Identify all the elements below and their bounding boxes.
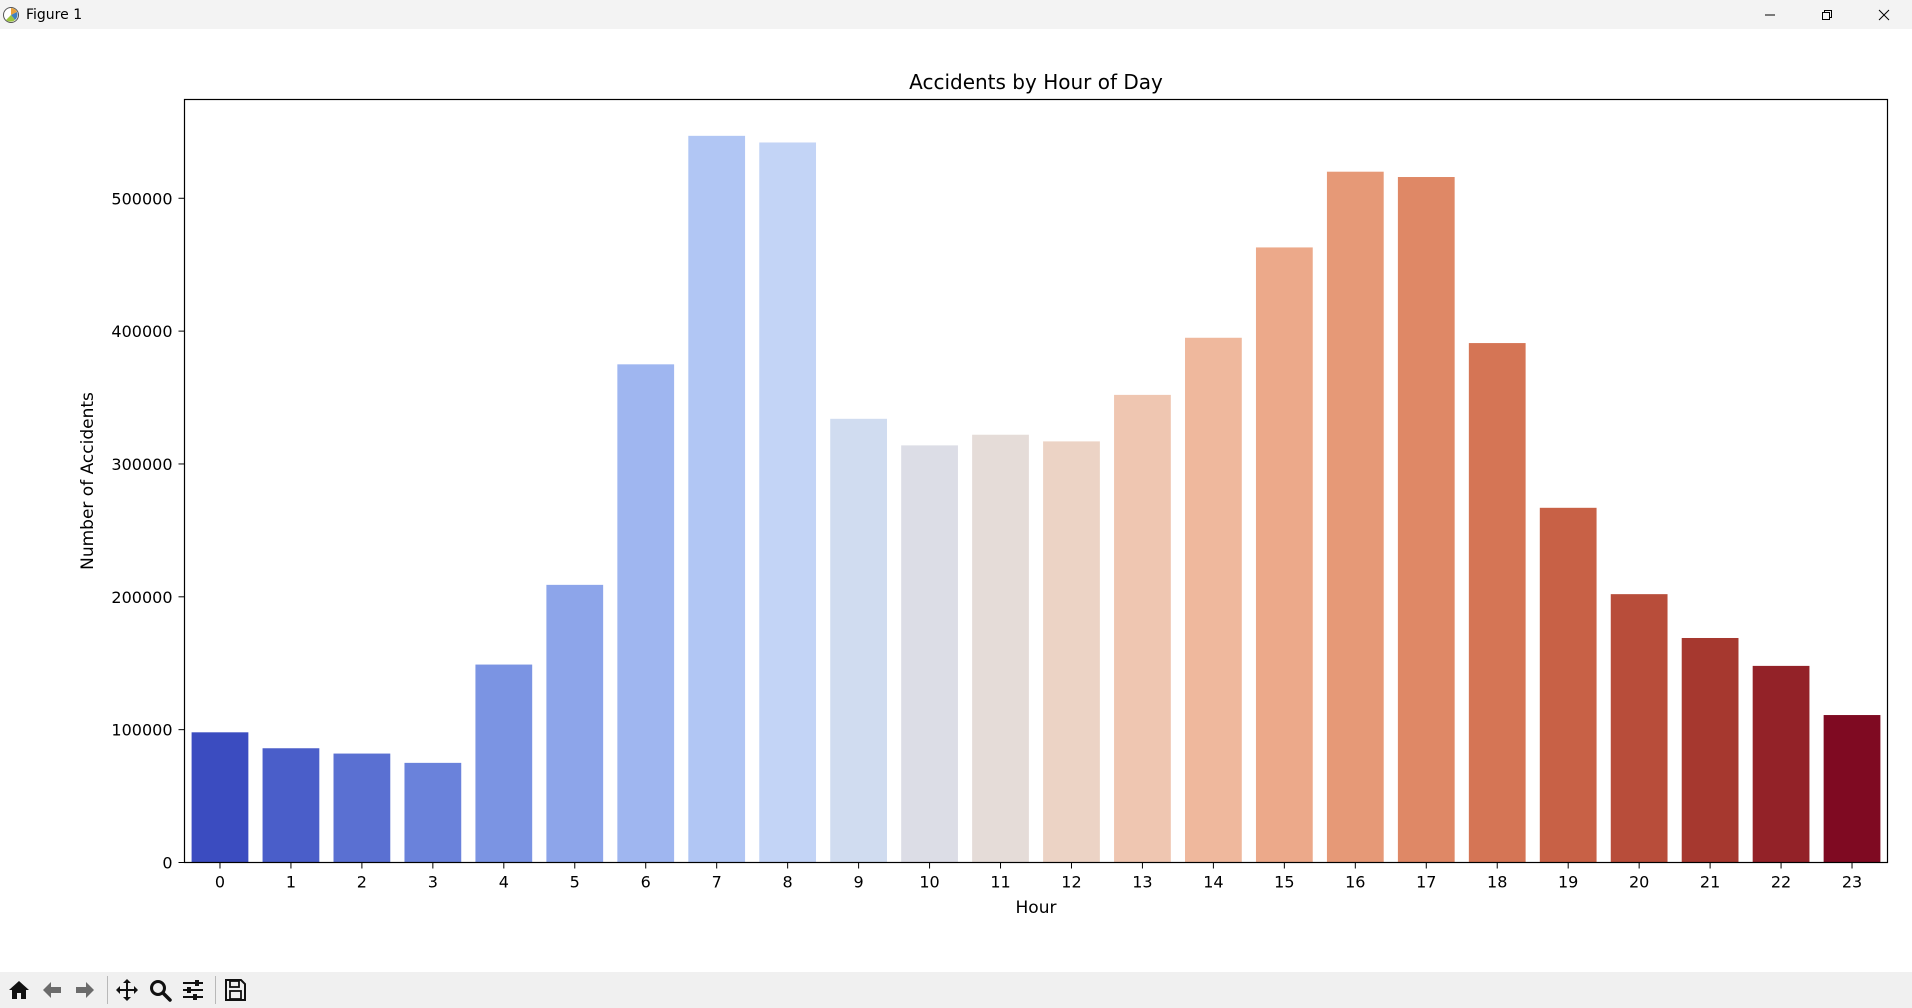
y-tick-label: 100000 <box>111 721 172 740</box>
x-tick-label: 0 <box>215 873 225 892</box>
bar-hour-0 <box>191 732 249 863</box>
bar-hour-16 <box>1326 171 1384 863</box>
x-tick-label: 9 <box>854 873 864 892</box>
bar-hour-19 <box>1539 507 1597 863</box>
x-tick-label: 20 <box>1629 873 1649 892</box>
toolbar-separator <box>107 976 108 1004</box>
window-title: Figure 1 <box>26 6 83 23</box>
back-icon <box>43 982 61 998</box>
x-tick-label: 15 <box>1274 873 1294 892</box>
bar-hour-10 <box>901 445 958 863</box>
x-tick-label: 8 <box>783 873 793 892</box>
x-tick-label: 6 <box>641 873 651 892</box>
pan-icon <box>116 979 138 1001</box>
plot-frame <box>183 98 1889 864</box>
back-button[interactable] <box>37 975 67 1005</box>
x-tick-label: 16 <box>1345 873 1365 892</box>
bar-hour-22 <box>1752 665 1810 863</box>
bar-hour-7 <box>688 135 746 863</box>
save-button[interactable] <box>220 975 250 1005</box>
close-button[interactable] <box>1855 0 1912 29</box>
forward-button[interactable] <box>70 975 100 1005</box>
bar-hour-9 <box>830 418 887 863</box>
figure-canvas[interactable]: Accidents by Hour of Day 0 100000 200000 30… <box>0 29 1912 972</box>
x-tick-label: 7 <box>712 873 722 892</box>
bar-hour-5 <box>546 584 604 863</box>
x-tick-label: 1 <box>286 873 296 892</box>
bar-hour-1 <box>262 748 320 863</box>
configure-subplots-button[interactable] <box>178 975 208 1005</box>
bar-hour-21 <box>1681 637 1739 863</box>
save-icon <box>225 979 246 1001</box>
x-tick-label: 12 <box>1061 873 1081 892</box>
pan-button[interactable] <box>112 975 142 1005</box>
y-tick-label: 200000 <box>111 588 172 607</box>
y-tick-label: 500000 <box>111 189 172 208</box>
x-tick-label: 22 <box>1771 873 1791 892</box>
chart-title: Accidents by Hour of Day <box>909 70 1163 94</box>
bar-hour-15 <box>1255 247 1313 863</box>
y-tick-label: 400000 <box>111 322 172 341</box>
restore-button[interactable] <box>1798 0 1855 29</box>
home-icon <box>9 981 29 999</box>
bar-hour-12 <box>1043 441 1100 863</box>
navigation-toolbar <box>0 972 1912 1008</box>
x-tick-label: 17 <box>1416 873 1436 892</box>
close-icon <box>1878 9 1889 20</box>
bar-hour-6 <box>617 364 675 863</box>
y-axis-label: Number of Accidents <box>78 392 98 570</box>
configure-subplots-icon <box>183 980 203 1000</box>
bar-hour-2 <box>333 753 391 863</box>
x-tick-label: 18 <box>1487 873 1507 892</box>
x-axis: 0 1 2 3 4 5 6 7 8 9 10 11 12 13 14 15 16 17 18 19 20 21 22 23 <box>215 862 1862 892</box>
window-controls <box>1741 0 1912 29</box>
bar-hour-18 <box>1468 343 1526 863</box>
bar-hour-11 <box>972 434 1029 863</box>
bar-chart: Accidents by Hour of Day 010000020000030… <box>78 70 1889 918</box>
bar-hour-13 <box>1114 394 1171 863</box>
x-tick-label: 11 <box>990 873 1010 892</box>
bar-hour-8 <box>759 142 817 863</box>
x-tick-label: 3 <box>428 873 438 892</box>
title-bar: Figure 1 <box>0 0 1912 29</box>
x-tick-label: 10 <box>919 873 939 892</box>
home-button[interactable] <box>4 975 34 1005</box>
bar-hour-20 <box>1610 594 1668 863</box>
y-axis: 0 100000 200000 300000 400000 500000 <box>111 189 185 873</box>
forward-icon <box>76 982 94 998</box>
x-tick-label: 5 <box>570 873 580 892</box>
bar-hour-14 <box>1185 337 1242 863</box>
x-tick-label: 4 <box>499 873 509 892</box>
x-axis-label: Hour <box>1016 898 1057 918</box>
x-tick-label: 19 <box>1558 873 1578 892</box>
zoom-icon <box>150 980 172 1002</box>
x-tick-label: 2 <box>357 873 367 892</box>
bar-hour-4 <box>475 664 533 863</box>
minimize-button[interactable] <box>1741 0 1798 29</box>
restore-icon <box>1821 9 1832 20</box>
x-tick-label: 23 <box>1842 873 1862 892</box>
minimize-icon <box>1764 14 1775 15</box>
bar-hour-3 <box>404 762 462 863</box>
bars-group <box>191 135 1881 863</box>
x-tick-label: 13 <box>1132 873 1152 892</box>
y-tick-label: 0 <box>162 854 172 873</box>
bar-hour-23 <box>1823 715 1881 863</box>
zoom-button[interactable] <box>145 975 175 1005</box>
y-tick-label: 300000 <box>111 455 172 474</box>
toolbar-separator <box>215 976 216 1004</box>
matplotlib-app-icon <box>3 6 19 23</box>
bar-hour-17 <box>1397 177 1455 863</box>
x-tick-label: 14 <box>1203 873 1223 892</box>
x-tick-label: 21 <box>1700 873 1720 892</box>
